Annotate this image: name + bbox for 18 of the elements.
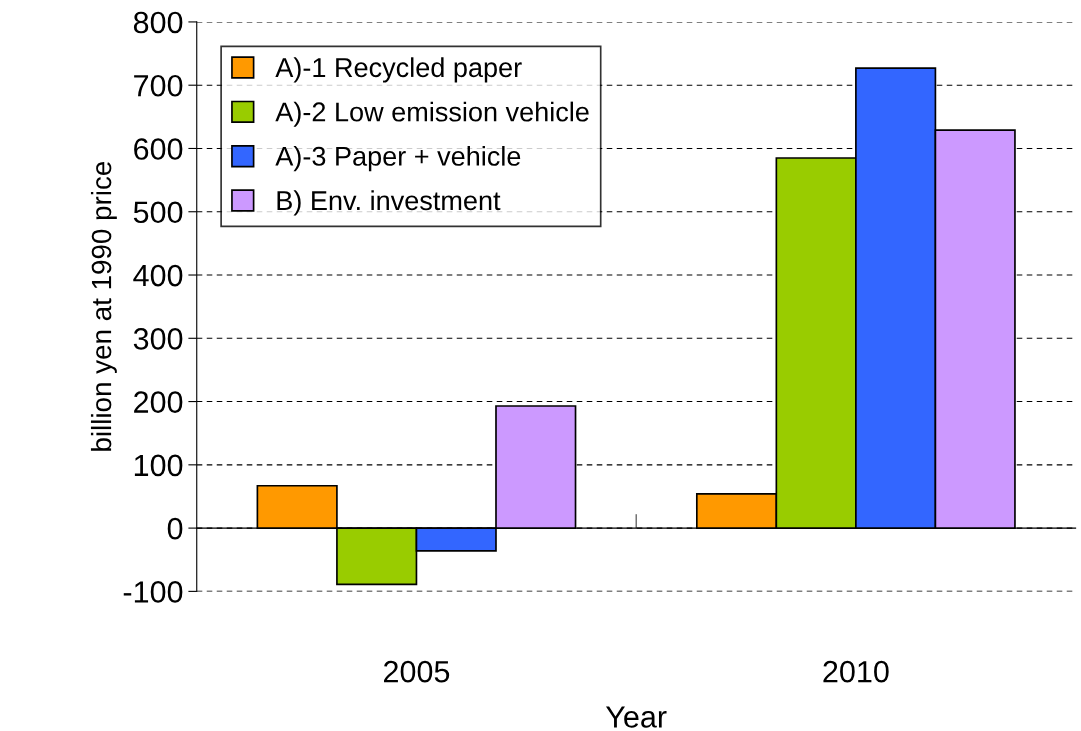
legend-label: A)-2 Low emission vehicle <box>275 101 589 127</box>
y-tick-label: 300 <box>133 328 183 350</box>
y-tick-label: 700 <box>134 74 183 97</box>
x-tick-label: 2005 <box>384 660 450 683</box>
y-tick-label: 0 <box>167 517 183 540</box>
y-tick-label: 400 <box>133 264 183 287</box>
legend-label: B) Env. investment <box>277 190 501 216</box>
y-tick-label: 500 <box>133 201 183 224</box>
y-tick-label: 800 <box>133 11 183 34</box>
legend-label: A)-1 Recycled paper <box>275 57 522 83</box>
y-tick-label: 200 <box>134 391 183 413</box>
x-tick-label: 2010 <box>823 660 889 683</box>
y-tick-label: 100 <box>134 454 183 477</box>
x-axis-title: Year <box>605 706 667 728</box>
y-tick-label: -100 <box>123 581 183 603</box>
y-axis-title: billion yen at 1990 price <box>90 161 117 451</box>
y-tick-label: 600 <box>134 138 183 160</box>
legend-label: A)-3 Paper + vehicle <box>275 145 521 172</box>
